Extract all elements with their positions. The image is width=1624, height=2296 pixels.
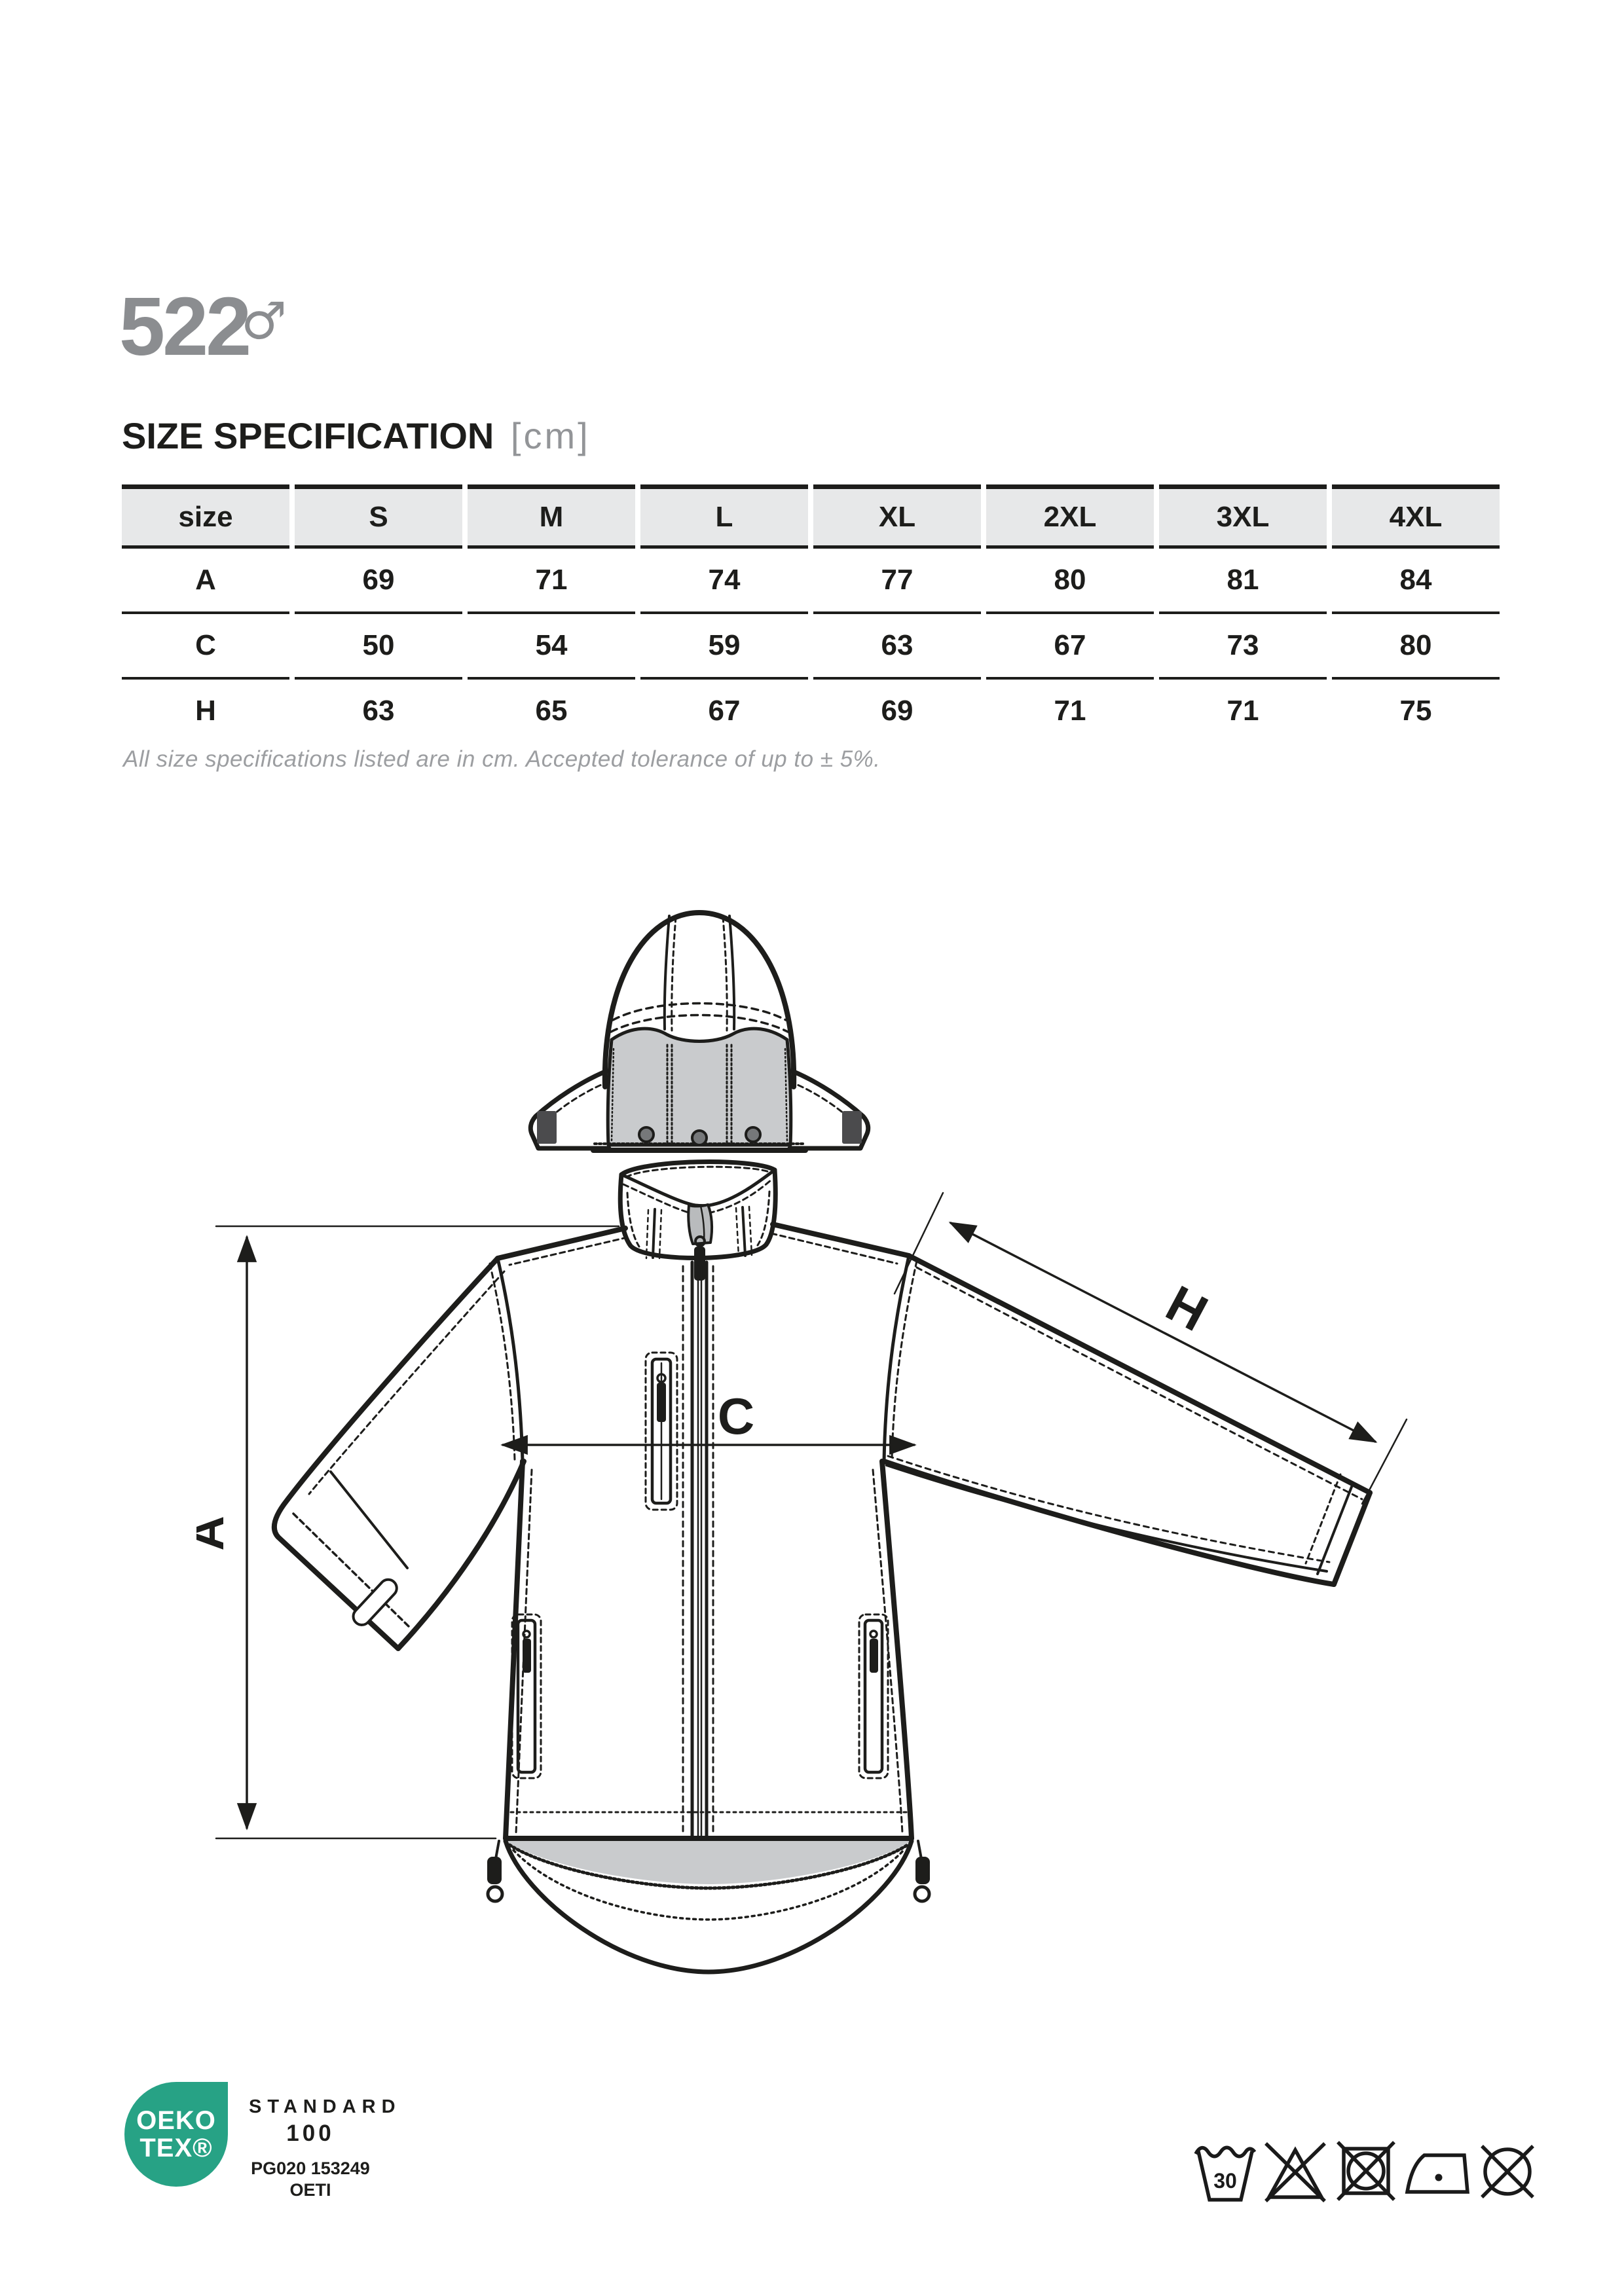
dimension-c-label: C — [718, 1387, 754, 1445]
collar-drawing — [618, 1159, 778, 1281]
cell-value: 65 — [535, 695, 568, 727]
right-sleeve-drawing — [881, 1253, 1373, 1587]
cell-value: 67 — [986, 614, 1154, 680]
cell-value: 73 — [1159, 614, 1327, 680]
hood-velcro-tabs — [537, 1111, 862, 1144]
tolerance-note: All size specifications listed are in cm… — [123, 746, 881, 772]
care-symbols: 30 — [1194, 2141, 1534, 2202]
table-row-h: H 63 65 67 69 71 71 75 — [122, 680, 1500, 742]
cell-value: 69 — [881, 695, 913, 727]
dimension-h-label: H — [1157, 1274, 1217, 1342]
table-row-c: C 50 54 59 63 67 73 80 — [122, 614, 1500, 680]
iron-low-temperature-icon — [1405, 2153, 1470, 2194]
heading-text: SIZE SPECIFICATION — [122, 415, 494, 456]
hood-drawing — [528, 910, 871, 1153]
jacket-body-drawing — [486, 1222, 931, 1975]
column-header-s: S — [295, 484, 462, 549]
male-gender-icon: ♂ — [241, 292, 287, 351]
cell-value: 80 — [1332, 614, 1500, 680]
oeko-standard-number: 100 — [286, 2121, 335, 2146]
do-not-dry-clean-icon — [1481, 2145, 1534, 2198]
cell-value: 54 — [468, 614, 635, 680]
product-code: 522 — [119, 280, 251, 373]
cell-value: 80 — [986, 549, 1154, 614]
oeko-logo-line2: TEX® — [139, 2134, 213, 2162]
size-specification-heading: SIZE SPECIFICATION [cm] — [122, 418, 591, 454]
cell-value: 69 — [295, 549, 462, 614]
column-header-l: L — [640, 484, 808, 549]
oeko-standard-word: STANDARD — [249, 2096, 401, 2117]
right-lower-pocket-zip — [858, 1613, 889, 1779]
cell-value: 77 — [813, 549, 981, 614]
cell-value: 67 — [708, 695, 741, 727]
cell-value: 74 — [640, 549, 808, 614]
left-lower-pocket-zip — [511, 1613, 542, 1779]
cell-value: 71 — [1227, 695, 1259, 727]
oeko-tex-certification: OEKO TEX® STANDARD 100 PG020 153249 OETI — [124, 2082, 401, 2200]
hood-snap-buttons — [638, 1126, 762, 1146]
dimension-h-arrow: H — [893, 1192, 1408, 1505]
cell-value: 63 — [362, 695, 395, 727]
column-header-m: M — [468, 484, 635, 549]
do-not-tumble-dry-icon — [1337, 2141, 1395, 2201]
oeko-tex-logo: OEKO TEX® — [124, 2082, 228, 2187]
column-header-size: size — [122, 484, 289, 549]
dimension-c-arrow: C — [500, 1387, 917, 1455]
do-not-bleach-icon — [1264, 2142, 1326, 2202]
dimension-a-label: A — [196, 1516, 234, 1550]
chest-pocket-zip — [644, 1351, 678, 1511]
column-header-3xl: 3XL — [1159, 484, 1327, 549]
column-header-2xl: 2XL — [986, 484, 1154, 549]
cell-value: 84 — [1332, 549, 1500, 614]
row-label: C — [122, 614, 289, 680]
row-label: H — [195, 695, 216, 727]
cell-value: 50 — [295, 614, 462, 680]
left-sleeve-drawing — [271, 1256, 526, 1651]
hem-drawcord-area — [486, 1838, 931, 1975]
cell-value: 71 — [1054, 695, 1086, 727]
cell-value: 75 — [1399, 695, 1432, 727]
wash-temperature-label: 30 — [1213, 2169, 1237, 2193]
size-table-header-row: size S M L XL 2XL 3XL 4XL — [122, 484, 1500, 549]
oeko-logo-line1: OEKO — [136, 2106, 216, 2135]
row-label: A — [122, 549, 289, 614]
wash-30-icon: 30 — [1194, 2145, 1257, 2202]
column-header-4xl: 4XL — [1332, 484, 1500, 549]
oeko-tex-details: STANDARD 100 PG020 153249 OETI — [245, 2096, 401, 2200]
table-row-a: A 69 71 74 77 80 81 84 — [122, 549, 1500, 614]
oeko-certificate-number: PG020 153249 — [251, 2159, 370, 2178]
jacket-technical-drawing: A C H — [196, 910, 1408, 1975]
unit-label: [cm] — [510, 415, 591, 456]
cell-value: 63 — [813, 614, 981, 680]
size-table-container: size S M L XL 2XL 3XL 4XL A 69 71 74 77 — [117, 484, 1505, 742]
cell-value: 59 — [640, 614, 808, 680]
oeko-institute: OETI — [289, 2180, 331, 2200]
size-table: size S M L XL 2XL 3XL 4XL A 69 71 74 77 — [117, 484, 1505, 742]
dimension-a-arrow: A — [196, 1225, 620, 1840]
cell-value: 71 — [468, 549, 635, 614]
cell-value: 81 — [1159, 549, 1327, 614]
column-header-xl: XL — [813, 484, 981, 549]
